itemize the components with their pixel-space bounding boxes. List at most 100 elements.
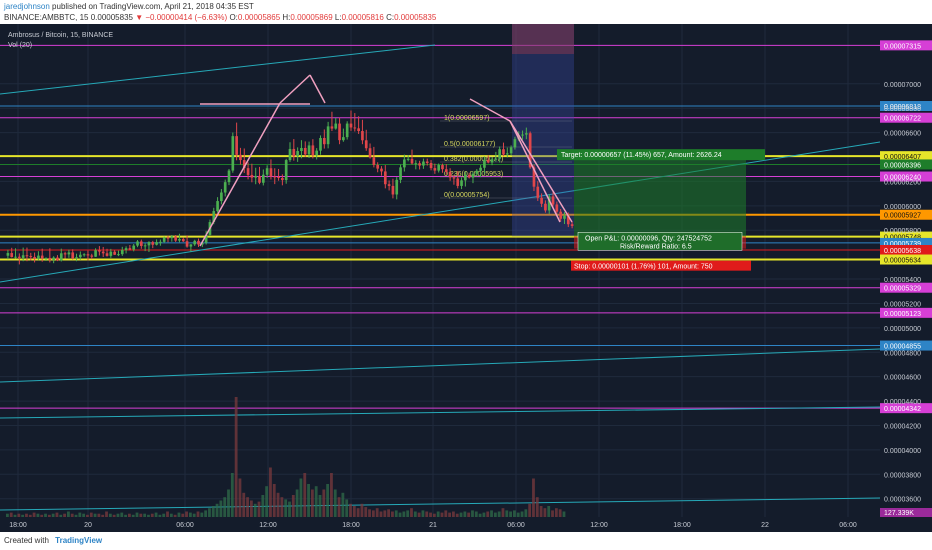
volume-bar [230, 473, 234, 517]
volume-bar [375, 508, 379, 517]
candle-body [357, 128, 360, 132]
price-chart[interactable]: Target: 0.00000657 (11.45%) 657, Amount:… [0, 24, 932, 532]
volume-bar [463, 511, 467, 517]
x-tick-label: 12:00 [259, 522, 277, 529]
volume-bar [558, 509, 562, 517]
volume-bar [364, 507, 368, 517]
candle-body [124, 248, 128, 250]
candle-body [498, 149, 501, 159]
target-zone [574, 156, 746, 237]
footer: Created with TradingView [0, 532, 932, 550]
candle-body [429, 162, 433, 169]
stop-label: Stop: 0.00000101 (1.76%) 101, Amount: 75… [574, 264, 713, 271]
candle-body [109, 251, 113, 256]
author-link[interactable]: jaredjohnson [4, 2, 50, 11]
trend-line [0, 348, 881, 383]
x-tick-label: 18:00 [9, 522, 27, 529]
price-label-text: 0.00006240 [884, 175, 921, 182]
candle-body [372, 157, 376, 165]
candle-body [456, 178, 460, 186]
candle-body [59, 253, 63, 261]
fib-label: 0(0.00005754) [444, 192, 490, 199]
position-boxes: Target: 0.00000657 (11.45%) 657, Amount:… [512, 24, 765, 271]
candle-body [151, 242, 155, 245]
y-tick-label: 0.00004600 [884, 375, 921, 382]
price-label-box [880, 112, 932, 123]
volume-bar [124, 514, 127, 517]
volume-bar [444, 510, 448, 517]
candle-body [197, 240, 200, 245]
volume-bar [196, 511, 200, 517]
candle-body [155, 242, 158, 245]
volume-bar [32, 512, 36, 517]
volume-bar [440, 512, 444, 517]
candle-body [105, 253, 109, 256]
volume-bar [70, 513, 74, 517]
candle-body [353, 127, 357, 129]
candle-body [82, 254, 86, 256]
volume-bar [505, 510, 509, 517]
y-tick-label: 0.00003600 [884, 497, 921, 504]
candle-body [326, 126, 330, 145]
candle-body [311, 145, 315, 156]
volume-bar [78, 512, 82, 517]
candle-body [235, 136, 238, 155]
volume-bar [459, 512, 463, 517]
volume-bar [143, 513, 147, 517]
candle-body [44, 257, 48, 259]
candle-body [277, 176, 280, 179]
volume-bar [295, 489, 299, 517]
volume-bar [436, 511, 440, 517]
candle-body [265, 168, 269, 175]
candle-body [37, 255, 40, 259]
volume-bar [547, 506, 551, 517]
y-tick-label: 0.00004400 [884, 399, 921, 406]
price-label-box [880, 237, 932, 248]
volume-label: 127.339K [884, 510, 914, 517]
volume-label-box [880, 508, 932, 517]
volume-bar [238, 478, 242, 517]
candle-body [254, 175, 258, 178]
candle-body [349, 123, 353, 128]
candle-body [315, 150, 319, 156]
candle-body [486, 159, 490, 163]
candle-body [303, 147, 307, 155]
y-tick-label: 0.00004800 [884, 350, 921, 357]
volume-bar [59, 514, 63, 517]
pattern-line [199, 102, 281, 247]
volume-bar [51, 513, 55, 517]
x-tick-label: 18:00 [342, 522, 360, 529]
price-axis[interactable] [880, 24, 932, 517]
candle-body [376, 164, 380, 169]
volume-bar [551, 510, 554, 517]
candle-body [566, 215, 570, 225]
volume-bar [234, 397, 238, 517]
candle-body [258, 175, 261, 183]
volume-bar [371, 510, 375, 517]
pattern-drawings [199, 74, 573, 247]
volume-bar [9, 512, 13, 517]
time-axis[interactable] [0, 517, 932, 532]
y-tick-label: 0.00005200 [884, 301, 921, 308]
candle-body [570, 224, 574, 226]
candle-body [547, 196, 551, 211]
candle-body [307, 145, 311, 155]
open-label: O: [229, 13, 238, 22]
volume-bar [223, 497, 227, 517]
candle-body [406, 158, 410, 160]
candle-body [418, 163, 421, 166]
candle-body [471, 173, 475, 178]
fib-label: 0.5(0.00006177) [444, 141, 495, 148]
candle-body [98, 250, 101, 252]
volume-bar [528, 503, 532, 517]
candle-body [551, 196, 555, 205]
candle-body [342, 137, 345, 141]
volume-bar [127, 513, 131, 517]
price-label-text: 0.00005739 [884, 241, 921, 248]
price-label-text: 0.00006407 [884, 154, 921, 161]
volume-bar [417, 512, 421, 517]
tradingview-logo[interactable]: TradingView [55, 536, 103, 545]
price-label-text: 0.00006818 [884, 104, 921, 111]
candle-body [441, 165, 444, 170]
candle-body [292, 148, 296, 157]
